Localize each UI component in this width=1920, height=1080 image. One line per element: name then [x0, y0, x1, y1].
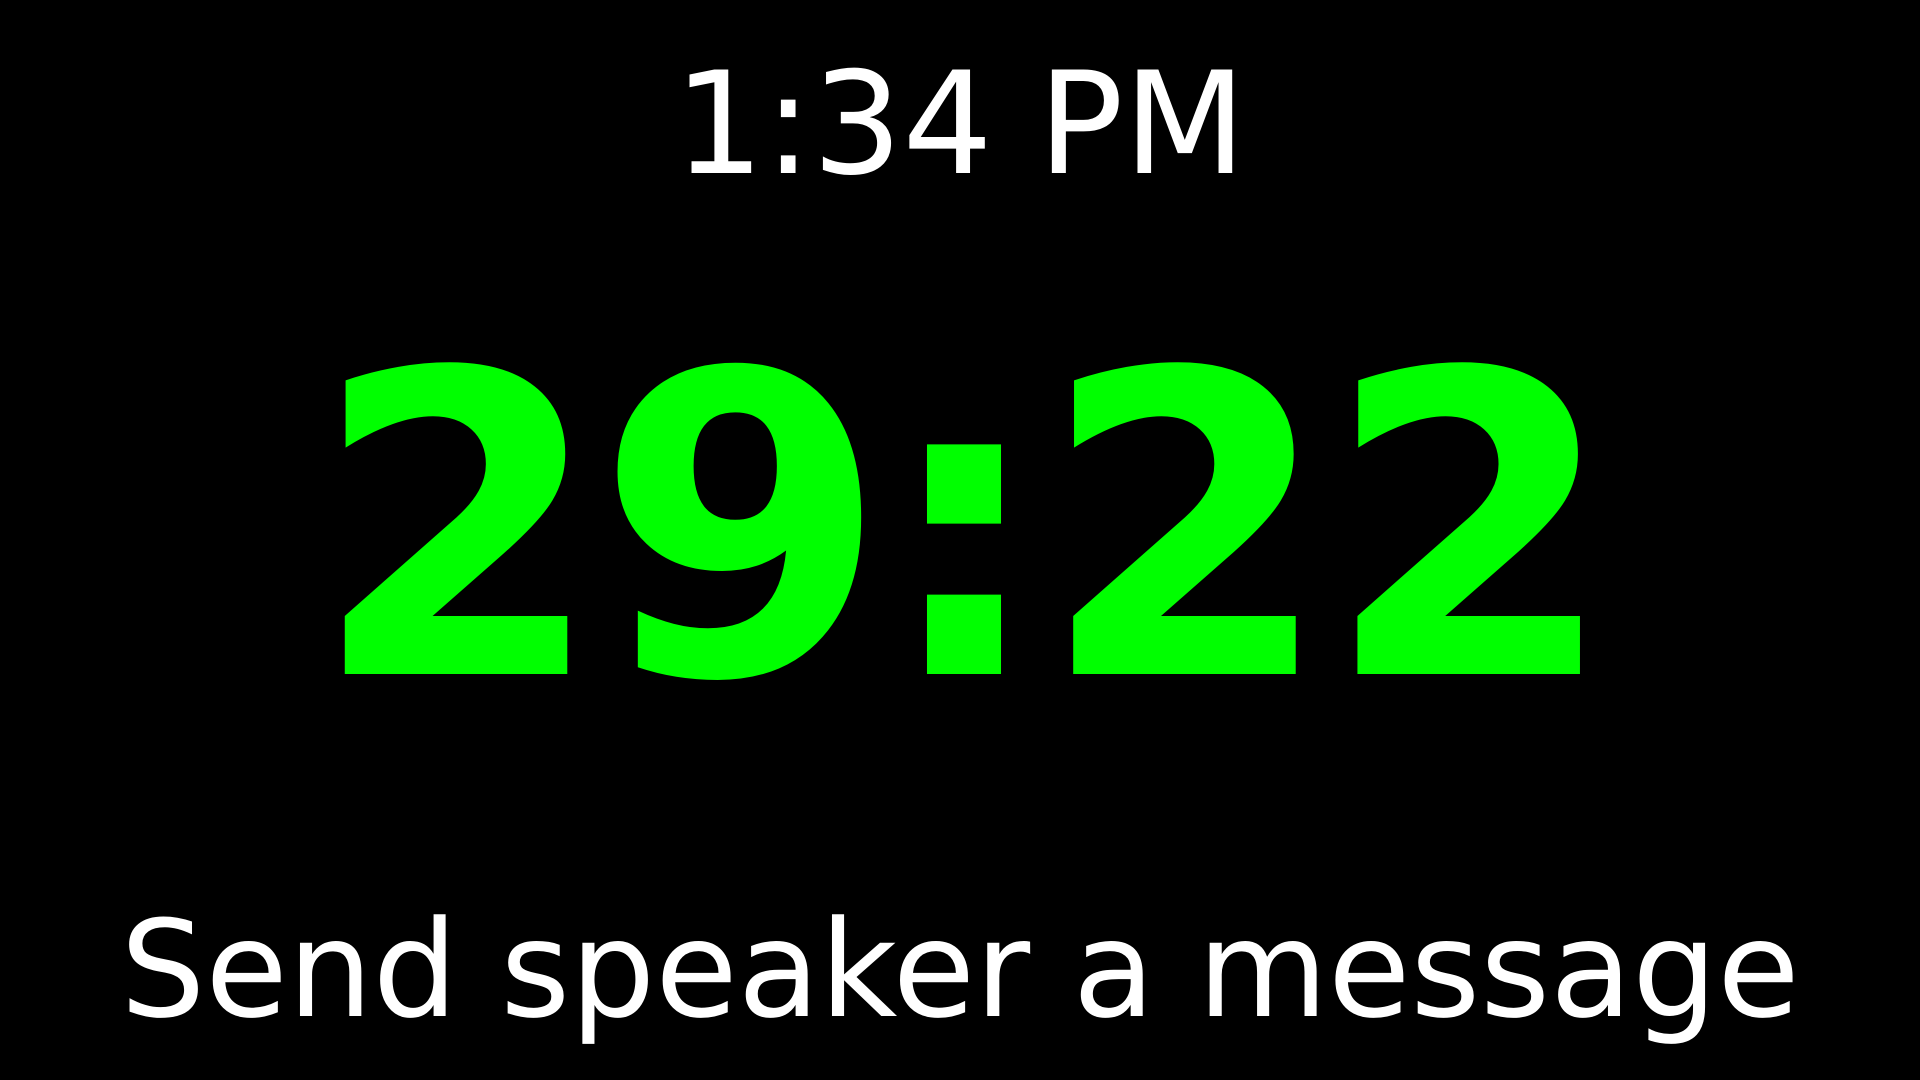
countdown-timer: 29:22 — [311, 285, 1617, 774]
current-time: 1:34 PM — [673, 42, 1247, 207]
speaker-message: Send speaker a message — [120, 892, 1800, 1048]
